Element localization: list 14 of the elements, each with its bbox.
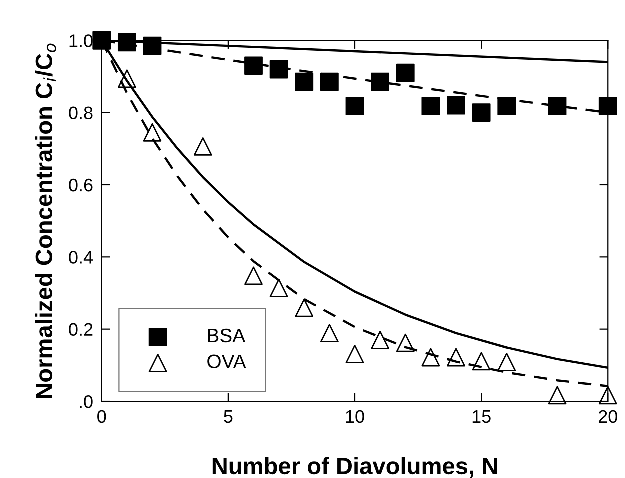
x-tick-label: 0	[98, 410, 106, 424]
x-tick-label: 20	[598, 410, 618, 424]
y-tick-label: 0.4	[69, 251, 94, 264]
legend-label: OVA	[208, 354, 246, 369]
legend-label: BSA	[208, 328, 246, 343]
y-tick-label: .0	[80, 395, 93, 408]
y-tick-label: 0.6	[69, 178, 93, 192]
x-tick-label: 15	[472, 410, 491, 424]
x-tick-label: 5	[224, 410, 233, 424]
y-tick-label: 0.8	[69, 106, 93, 120]
x-tick-label: 10	[346, 410, 364, 424]
y-axis-title: Normalized Concentration C$_{i}$/C$_{o}$	[35, 44, 56, 398]
y-tick-label: 0.2	[69, 323, 93, 336]
x-axis-title: Number of Diavolumes, N	[212, 457, 498, 478]
